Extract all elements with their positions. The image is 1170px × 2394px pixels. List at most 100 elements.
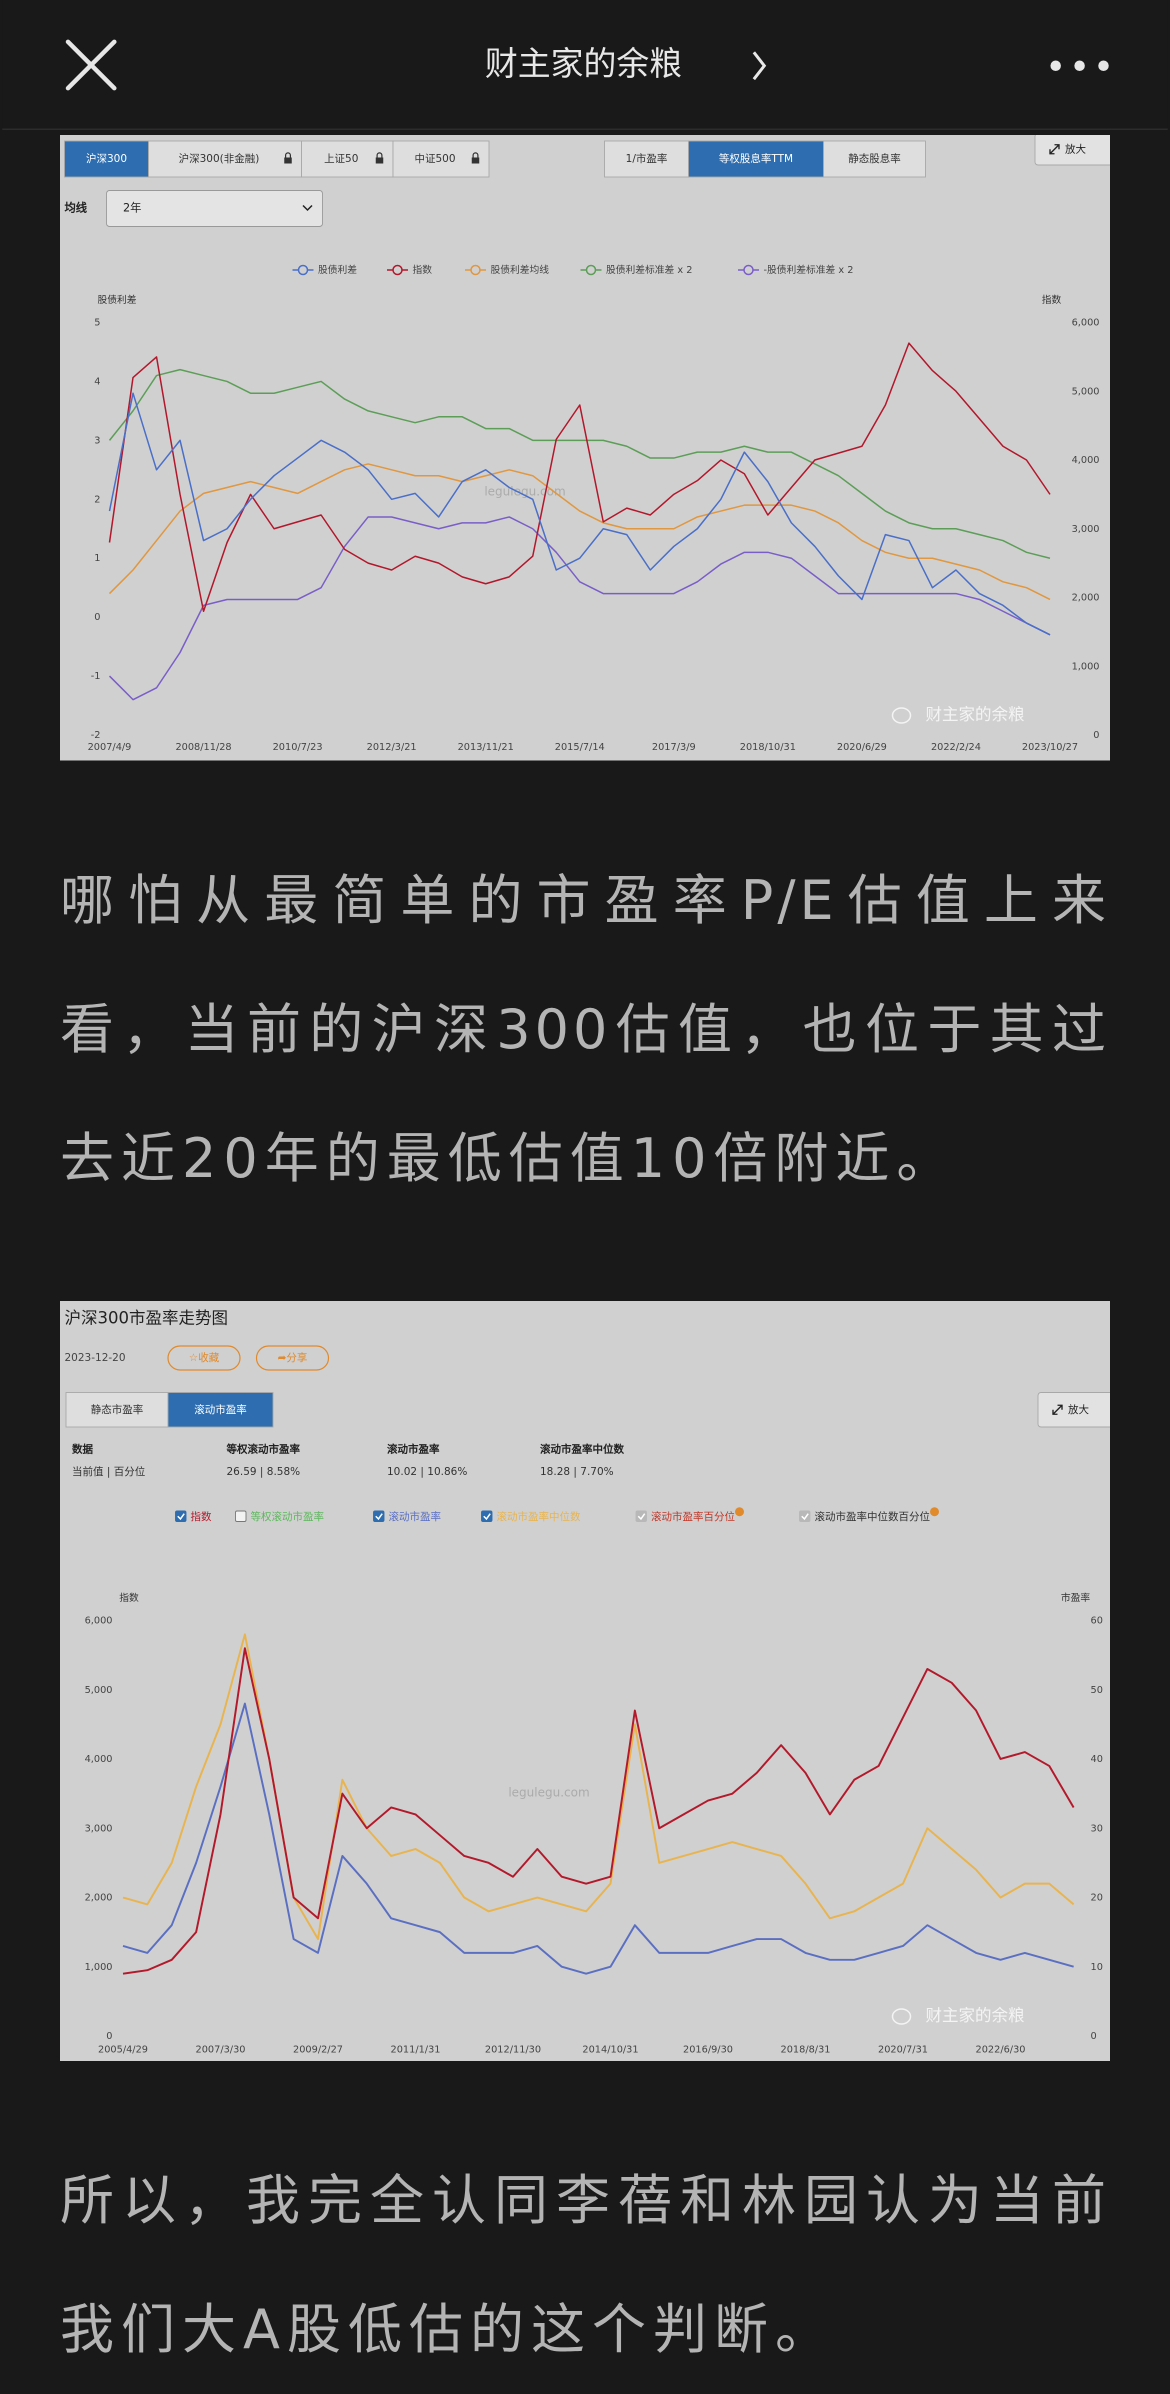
stat-label: 等权滚动市盈率 bbox=[226, 1442, 301, 1455]
x-tick-label: 2012/11/30 bbox=[485, 2044, 541, 2055]
pe-tab[interactable] bbox=[167, 1391, 274, 1427]
stat-label: 数据 bbox=[71, 1442, 93, 1455]
dividend-spread-chart: 沪深300 沪深300(非金融) 上证50 中证500 1/市盈率 等权股息率TTM 静态股… bbox=[60, 135, 1110, 761]
legend-label[interactable]: 滚动市盈率 bbox=[389, 1510, 442, 1523]
y-tick-label: 0 bbox=[106, 2031, 112, 2042]
series-line bbox=[122, 1646, 1075, 1975]
zoom-label: 放大 bbox=[1068, 1402, 1090, 1415]
zoom-button[interactable] bbox=[1034, 135, 1110, 166]
legend-checkbox[interactable] bbox=[799, 1510, 811, 1522]
series-line bbox=[108, 392, 1051, 636]
x-tick-label: 2018/8/31 bbox=[781, 2044, 831, 2055]
help-icon bbox=[930, 1506, 939, 1516]
account-title[interactable]: 财主家的余粮 bbox=[485, 44, 682, 83]
y2-tick-label: 50 bbox=[1091, 1684, 1103, 1695]
paragraph: 所以，我完全认同李蓓和林园认为当前 我们大A股低估的这个判断。 bbox=[60, 2136, 1110, 2394]
check-mark bbox=[483, 1512, 491, 1520]
legend-checkbox[interactable] bbox=[235, 1510, 247, 1522]
legend-label[interactable]: 指数 bbox=[413, 263, 433, 276]
text-line: 看，当前的沪深300估值，也位于其过 bbox=[60, 997, 1110, 1061]
text-line: 所以，我完全认同李蓓和林园认为当前 bbox=[60, 2168, 1110, 2232]
series-line bbox=[108, 516, 1051, 701]
title-chevron bbox=[752, 51, 767, 81]
chart-title: 沪深300市盈率走势图 bbox=[65, 1308, 229, 1327]
x-tick-label: 2005/4/29 bbox=[98, 2044, 148, 2055]
more-button[interactable] bbox=[1050, 60, 1109, 71]
stat-label: 滚动市盈率中位数 bbox=[540, 1442, 624, 1455]
metric-tab[interactable] bbox=[604, 140, 689, 178]
x-tick-label: 2018/10/31 bbox=[740, 742, 796, 753]
check-mark bbox=[375, 1512, 383, 1520]
metric-tab[interactable] bbox=[688, 140, 824, 178]
lock-icon bbox=[376, 152, 383, 158]
pe-tab[interactable] bbox=[65, 1391, 169, 1427]
metric-tab-label: 等权股息率TTM bbox=[719, 152, 793, 165]
legend-label[interactable]: 股债利差标准差 x 2 bbox=[606, 263, 692, 276]
x-tick-label: 2012/3/21 bbox=[367, 742, 417, 753]
y-tick-label: 5 bbox=[94, 318, 100, 329]
series-line bbox=[108, 342, 1051, 612]
index-tab[interactable] bbox=[64, 140, 149, 178]
pe-tab-label: 静态市盈率 bbox=[91, 1402, 144, 1415]
legend-marker bbox=[743, 264, 754, 276]
legend-label[interactable]: 等权滚动市盈率 bbox=[251, 1510, 325, 1523]
y-tick-label: 1 bbox=[94, 553, 100, 564]
series-line bbox=[108, 368, 1051, 559]
help-icon bbox=[735, 1506, 744, 1516]
index-tab-label: 中证500 bbox=[414, 152, 455, 165]
check-mark bbox=[801, 1512, 809, 1520]
y2-tick-label: 3,000 bbox=[1072, 524, 1100, 535]
y-tick-label: 4,000 bbox=[85, 1754, 113, 1765]
zoom-icon bbox=[1052, 1404, 1063, 1415]
x-tick-label: 2009/2/27 bbox=[293, 2044, 343, 2055]
metric-tab[interactable] bbox=[823, 140, 926, 178]
y2-tick-label: 60 bbox=[1091, 1615, 1103, 1626]
action-label: ➦分享 bbox=[278, 1351, 308, 1364]
text-line: 我们大A股低估的这个判断。 bbox=[60, 2297, 836, 2361]
y-tick-label: 3 bbox=[94, 435, 100, 446]
index-tab-label: 沪深300(非金融) bbox=[179, 152, 260, 165]
x-tick-label: 2020/6/29 bbox=[837, 742, 887, 753]
legend-label[interactable]: 滚动市盈率中位数 bbox=[497, 1510, 581, 1523]
zoom-button[interactable] bbox=[1037, 1391, 1110, 1427]
y2-tick-label: 0 bbox=[1093, 730, 1099, 741]
legend-label[interactable]: 指数 bbox=[191, 1510, 212, 1523]
zoom-icon bbox=[1049, 144, 1060, 155]
y2-tick-label: 1,000 bbox=[1072, 661, 1100, 672]
legend-label[interactable]: -股债利差标准差 x 2 bbox=[764, 263, 854, 276]
y2-tick-label: 20 bbox=[1091, 1892, 1103, 1903]
x-tick-label: 2015/7/14 bbox=[555, 742, 605, 753]
source-watermark: 财主家的余粮 bbox=[926, 2006, 1025, 2025]
legend-marker bbox=[585, 264, 597, 276]
x-tick-label: 2023/10/27 bbox=[1022, 742, 1078, 753]
close-button[interactable] bbox=[65, 39, 117, 91]
y2-tick-label: 5,000 bbox=[1072, 386, 1100, 397]
top-bar: 财主家的余粮 bbox=[2, 0, 1168, 130]
action-button[interactable] bbox=[255, 1344, 330, 1371]
top-bar-bg bbox=[2, 0, 1168, 130]
x-tick-label: 2020/7/31 bbox=[878, 2044, 928, 2055]
select-chevron bbox=[302, 204, 313, 212]
series-line bbox=[108, 463, 1051, 601]
legend-checkbox[interactable] bbox=[635, 1510, 647, 1522]
legend-checkbox[interactable] bbox=[373, 1510, 385, 1522]
action-label: ☆收藏 bbox=[189, 1351, 220, 1364]
legend-checkbox[interactable] bbox=[481, 1510, 493, 1522]
stat-value: 18.28 | 7.70% bbox=[540, 1466, 614, 1478]
ma-select[interactable] bbox=[106, 190, 323, 227]
legend-label[interactable]: 股债利差均线 bbox=[491, 263, 550, 276]
legend-checkbox[interactable] bbox=[175, 1510, 187, 1522]
action-button[interactable] bbox=[167, 1344, 241, 1371]
index-tab[interactable] bbox=[148, 140, 302, 178]
y2-tick-label: 40 bbox=[1091, 1754, 1103, 1765]
legend-label[interactable]: 股债利差 bbox=[318, 263, 357, 276]
source-watermark: 财主家的余粮 bbox=[926, 705, 1025, 724]
y-axis-title: 股债利差 bbox=[98, 293, 137, 306]
x-tick-label: 2011/1/31 bbox=[391, 2044, 441, 2055]
legend-label[interactable]: 滚动市盈率百分位 bbox=[651, 1510, 735, 1523]
zoom-label: 放大 bbox=[1065, 142, 1087, 155]
legend-label[interactable]: 滚动市盈率中位数百分位 bbox=[815, 1510, 931, 1523]
legend-marker bbox=[392, 264, 403, 276]
y-tick-label: 2,000 bbox=[85, 1892, 113, 1903]
